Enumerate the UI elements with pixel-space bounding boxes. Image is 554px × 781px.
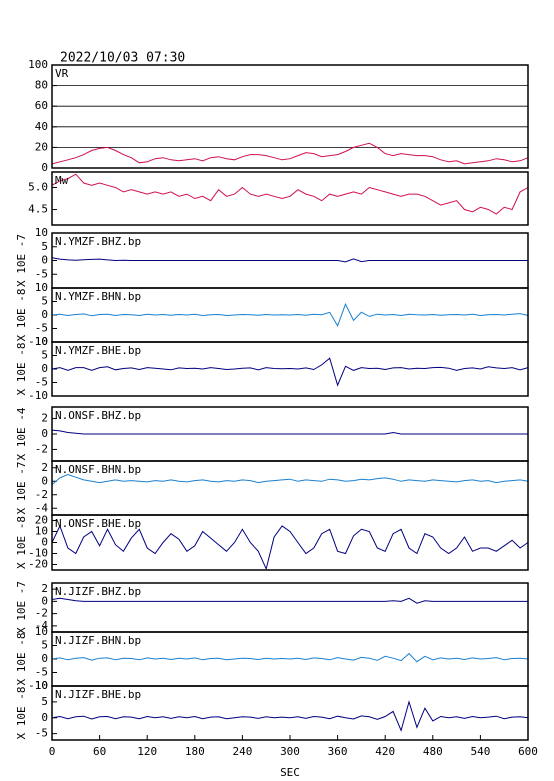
y-tick-label: 80	[35, 79, 48, 92]
panel-label: N.YMZF.BHE.bp	[55, 344, 141, 357]
panel-frame	[51, 171, 529, 226]
y-tick-label: 0	[41, 362, 48, 375]
y-axis-label: X 10E -4	[15, 407, 28, 460]
y-tick-label: -2	[35, 442, 48, 455]
y-tick-label: -5	[35, 666, 48, 679]
trace	[51, 173, 529, 215]
y-tick-label: -2	[35, 488, 48, 501]
x-tick-label: 0	[49, 745, 56, 758]
y-tick-label: 5	[41, 295, 48, 308]
y-axis-label: X 10E -7	[15, 462, 28, 515]
panel-frame	[51, 514, 529, 571]
y-tick-label: 0	[41, 536, 48, 549]
x-tick-label: 60	[93, 745, 106, 758]
chart-title: 2022/10/03 07:30	[60, 51, 185, 66]
x-tick-label: 180	[185, 745, 205, 758]
y-tick-label: 4.5	[28, 203, 48, 216]
y-tick-label: 10	[35, 679, 48, 692]
y-axis-label: X 10E -7	[15, 581, 28, 634]
y-tick-label: 0	[41, 427, 48, 440]
trace	[51, 652, 529, 663]
trace	[51, 524, 529, 571]
x-tick-label: 120	[137, 745, 157, 758]
y-tick-label: 2	[41, 412, 48, 425]
y-tick-label: 10	[35, 335, 48, 348]
y-tick-label: 0	[41, 254, 48, 267]
y-axis-label: X 10E -8	[15, 633, 28, 686]
y-tick-label: -10	[28, 547, 48, 560]
y-tick-label: -10	[28, 335, 48, 348]
panel-label: N.YMZF.BHN.bp	[55, 290, 141, 303]
y-tick-label: 0	[41, 308, 48, 321]
y-tick-label: -10	[28, 389, 48, 402]
panel-label: N.ONSF.BHZ.bp	[55, 409, 141, 422]
panel-label: VR	[55, 67, 69, 80]
x-tick-label: 480	[423, 745, 443, 758]
y-axis-label: X 10E -8	[15, 687, 28, 740]
x-tick-label: 360	[328, 745, 348, 758]
panel-label: N.YMZF.BHZ.bp	[55, 235, 141, 248]
panel-label: N.ONSF.BHN.bp	[55, 463, 141, 476]
y-tick-label: 10	[35, 625, 48, 638]
trace	[51, 429, 528, 435]
y-axis-label: X 10E -8	[15, 343, 28, 396]
y-tick-label: 2	[41, 461, 48, 474]
y-tick-label: -5	[35, 322, 48, 335]
panel-label: N.ONSF.BHE.bp	[55, 517, 141, 530]
trace	[51, 302, 529, 327]
x-tick-label: 240	[232, 745, 252, 758]
y-tick-label: -10	[28, 679, 48, 692]
trace	[51, 357, 529, 387]
y-tick-label: -2	[35, 607, 48, 620]
y-tick-label: -20	[28, 558, 48, 571]
y-tick-label: 100	[28, 58, 48, 71]
panel-label: N.JIZF.BHN.bp	[55, 634, 141, 647]
panel-label: N.JIZF.BHZ.bp	[55, 585, 141, 598]
y-tick-label: 0	[41, 594, 48, 607]
trace	[51, 142, 529, 165]
panel-label: Mw	[55, 174, 69, 187]
y-tick-label: 20	[35, 140, 48, 153]
y-axis-label: X 10E -8	[15, 516, 28, 569]
y-tick-label: 60	[35, 99, 48, 112]
x-tick-label: 300	[280, 745, 300, 758]
y-tick-label: 5	[41, 240, 48, 253]
trace	[51, 700, 529, 733]
y-tick-label: 5	[41, 639, 48, 652]
y-tick-label: -4	[35, 619, 49, 632]
y-tick-label: 0	[41, 161, 48, 174]
x-axis-label: SEC	[280, 766, 300, 779]
y-tick-label: 0	[41, 652, 48, 665]
panel-frame	[51, 341, 529, 397]
trace	[51, 473, 529, 485]
y-tick-label: 40	[35, 120, 48, 133]
y-axis-label: X 10E -7	[15, 234, 28, 287]
y-tick-label: 2	[41, 582, 48, 595]
y-tick-label: -5	[35, 727, 48, 740]
y-tick-label: 5	[41, 695, 48, 708]
x-tick-label: 540	[470, 745, 490, 758]
panel-label: N.JIZF.BHE.bp	[55, 688, 141, 701]
y-tick-label: 10	[35, 226, 48, 239]
trace	[51, 257, 528, 263]
panel-frame	[51, 64, 529, 169]
x-tick-label: 420	[375, 745, 395, 758]
x-tick-label: 600	[518, 745, 538, 758]
y-axis-label: X 10E -8	[15, 289, 28, 342]
y-tick-label: -4	[35, 501, 49, 514]
y-tick-label: 5.0	[28, 180, 48, 193]
y-tick-label: 0	[41, 474, 48, 487]
y-tick-label: 20	[35, 514, 48, 527]
y-tick-label: -5	[35, 267, 48, 280]
y-tick-label: 10	[35, 525, 48, 538]
y-tick-label: 0	[41, 711, 48, 724]
y-tick-label: 10	[35, 281, 48, 294]
y-tick-label: 5	[41, 349, 48, 362]
y-tick-label: -5	[35, 376, 48, 389]
trace	[51, 597, 528, 604]
